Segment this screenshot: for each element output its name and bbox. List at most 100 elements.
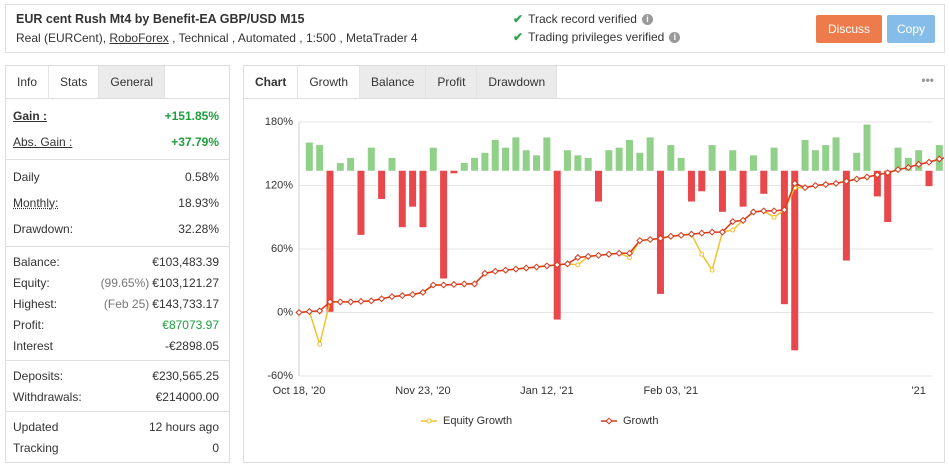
stats-row: Tracking 0: [6, 437, 229, 458]
bar: [595, 170, 603, 202]
tab[interactable]: Info: [6, 66, 50, 98]
point: [317, 341, 323, 347]
point: [925, 158, 933, 166]
stats-label: Gain :: [13, 109, 48, 123]
stats-label: Profit:: [13, 317, 45, 332]
verified-text: Track record verified: [528, 12, 637, 26]
point: [295, 308, 303, 317]
bar: [749, 155, 757, 171]
stats-value-wrap: +151.85%: [165, 109, 219, 123]
bar: [729, 150, 737, 171]
x-tick-label: Nov 23, '20: [395, 385, 450, 397]
tab[interactable]: Drawdown: [477, 66, 558, 98]
bar: [667, 145, 675, 171]
bar: [615, 147, 623, 171]
point: [730, 227, 736, 233]
discuss-button[interactable]: Discuss: [816, 15, 882, 43]
point: [832, 179, 840, 187]
stats-value-wrap: 12 hours ago: [149, 420, 219, 434]
stats-value-wrap: €103,483.39: [152, 255, 219, 269]
broker-link[interactable]: RoboForex: [109, 31, 169, 45]
stats-row: Highest: (Feb 25) €143,733.17: [6, 293, 229, 314]
point: [594, 251, 603, 259]
stats-row: Updated 12 hours ago: [6, 416, 229, 437]
stats-row: Daily 0.58%: [6, 164, 229, 190]
point: [687, 230, 695, 238]
point: [853, 175, 861, 183]
bar: [811, 150, 819, 171]
y-tick-label: 180%: [265, 116, 293, 128]
point: [409, 290, 417, 299]
tab[interactable]: Stats: [49, 66, 100, 98]
stats-value-wrap: 0.58%: [185, 170, 219, 184]
tab[interactable]: Profit: [426, 66, 478, 98]
point: [709, 267, 715, 273]
y-tick-label: 120%: [265, 179, 293, 191]
bar: [440, 170, 448, 279]
bar: [646, 137, 654, 171]
point: [915, 160, 923, 168]
stats-value: 0: [212, 440, 219, 455]
stats-row: Balance: €103,483.39: [6, 251, 229, 272]
stats-value: +151.85%: [164, 109, 219, 123]
bar: [687, 170, 695, 202]
stats-value: €103,483.39: [152, 254, 219, 269]
bar: [698, 170, 706, 192]
stats-row: Drawdown: 32.28%: [6, 216, 229, 242]
point: [729, 217, 737, 226]
menu[interactable]: •••: [921, 73, 934, 87]
point: [667, 232, 675, 240]
point: [708, 228, 716, 236]
stats-value: €143,733.17: [152, 296, 219, 311]
stats-label: Monthly:: [13, 196, 59, 210]
bar: [553, 170, 561, 320]
stats-label: Highest:: [13, 296, 58, 311]
tab[interactable]: Chart: [244, 66, 299, 98]
point: [863, 173, 871, 181]
bar: [791, 170, 799, 351]
tab[interactable]: Balance: [360, 66, 427, 98]
stats-row: Deposits: €230,565.25: [6, 365, 229, 386]
stats-panel: Info Stats General Gain : +151.85% Abs. Ga…: [5, 65, 230, 463]
point: [894, 166, 902, 174]
bar: [760, 170, 768, 194]
stats-value-wrap: 18.93%: [178, 196, 219, 210]
bar: [915, 150, 923, 171]
point: [553, 261, 561, 269]
point: [450, 280, 458, 288]
point: [378, 295, 386, 303]
point: [718, 228, 726, 236]
copy-button[interactable]: Copy: [887, 15, 935, 43]
point: [326, 298, 334, 306]
point: [698, 229, 706, 237]
bar: [770, 147, 778, 171]
stats-label: Daily: [13, 170, 40, 184]
stats-label: Tracking: [13, 440, 59, 455]
stats-row: Gain : +151.85%: [6, 103, 229, 129]
point: [336, 298, 344, 306]
tab[interactable]: General: [99, 66, 166, 98]
bar: [512, 137, 520, 171]
stats-row: Withdrawals: €214000.00: [6, 386, 229, 407]
stats-note: (Feb 25): [103, 296, 150, 311]
bar: [491, 139, 499, 171]
stats-value-wrap: +37.79%: [171, 135, 219, 149]
x-tick-label: '21: [912, 385, 926, 397]
bar: [409, 170, 417, 207]
stats-label: Balance:: [13, 254, 60, 269]
tab[interactable]: Growth: [298, 66, 361, 98]
bar: [894, 147, 902, 171]
point: [563, 260, 572, 268]
bar: [718, 170, 726, 212]
bar: [481, 152, 489, 171]
verified: ✔ Trading privileges verified i: [513, 30, 681, 44]
point: [491, 267, 499, 275]
line: [298, 157, 944, 314]
bar: [636, 152, 644, 171]
bar: [574, 155, 582, 171]
stats-value: €230,565.25: [152, 368, 219, 383]
stats-note: (99.65%): [100, 275, 150, 290]
point: [502, 266, 510, 274]
point: [636, 236, 644, 245]
point: [575, 262, 581, 268]
